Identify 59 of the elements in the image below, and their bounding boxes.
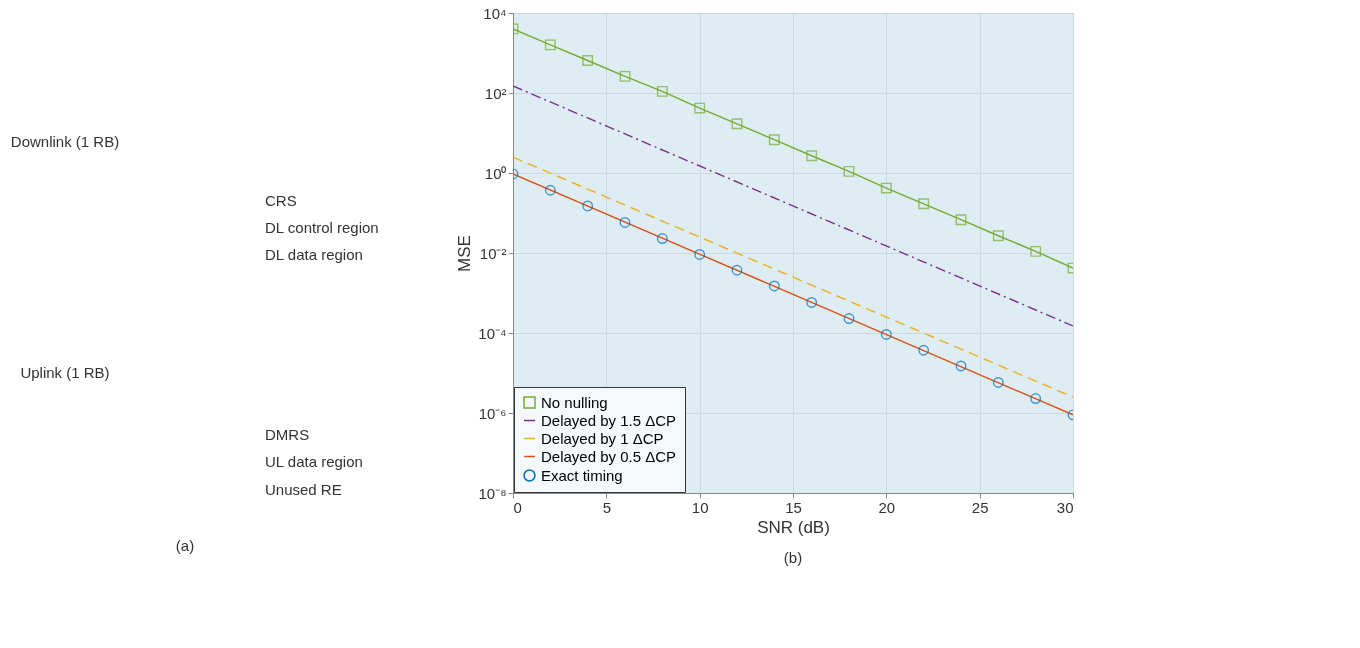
y-tick-label: 10² — [484, 84, 507, 102]
x-tick-label: 10 — [691, 498, 709, 516]
legend-label: Exact timing — [541, 466, 623, 484]
text: Unused RE — [265, 481, 342, 499]
text: DL data region — [265, 245, 363, 263]
point — [918, 198, 930, 210]
point — [582, 200, 594, 212]
point — [768, 280, 780, 292]
y-tick-label: 10⁴ — [483, 4, 507, 22]
x-tick-label: 25 — [971, 498, 989, 516]
point — [731, 264, 743, 276]
point — [1030, 245, 1042, 257]
y-axis-title: MSE — [455, 235, 475, 272]
point — [1030, 393, 1042, 404]
text: UL data region — [265, 452, 363, 470]
point — [582, 55, 594, 66]
x-tick-label: 15 — [785, 498, 802, 516]
point — [955, 214, 967, 226]
x-axis-title: SNR (dB) — [757, 517, 830, 537]
legend-label: Delayed by 1.5 ΔCP — [541, 411, 677, 429]
point — [955, 360, 967, 372]
x-tick-label: 20 — [878, 498, 896, 516]
legend-label: Delayed by 1 ΔCP — [541, 429, 664, 447]
legend-label: Delayed by 0.5 ΔCP — [541, 447, 677, 465]
point — [843, 165, 855, 177]
text: (b) — [783, 549, 803, 566]
text: DMRS — [265, 426, 310, 444]
y-tick-label: 10⁻⁶ — [478, 404, 507, 422]
point — [544, 39, 556, 51]
point — [656, 85, 668, 97]
y-tick-label: 10⁰ — [484, 164, 507, 182]
point — [806, 150, 818, 162]
x-tick-label: 5 — [602, 498, 612, 516]
legend-label: No nulling — [541, 393, 608, 411]
text: Uplink (1 RB) — [20, 364, 110, 381]
text: Downlink (1 RB) — [10, 132, 120, 150]
point — [992, 377, 1004, 388]
point — [880, 182, 892, 194]
x-tick-label: 0 — [513, 498, 522, 516]
point — [694, 249, 706, 260]
point — [843, 313, 855, 324]
text: CRS — [265, 192, 297, 210]
x-tick-label: 30 — [1056, 498, 1074, 516]
y-tick-label: 10⁻² — [479, 244, 507, 262]
point — [768, 134, 780, 146]
point — [880, 329, 892, 340]
point — [544, 184, 556, 196]
point — [992, 230, 1004, 242]
point — [806, 297, 818, 308]
point — [619, 217, 631, 228]
y-tick-label: 10⁻⁴ — [478, 324, 507, 342]
y-tick-label: 10⁻⁸ — [478, 484, 507, 502]
point — [731, 118, 743, 130]
point — [619, 70, 631, 82]
point — [918, 344, 930, 356]
point — [656, 233, 668, 244]
text: (a) — [175, 537, 195, 555]
point — [694, 102, 706, 114]
text: DL control region — [265, 219, 379, 237]
